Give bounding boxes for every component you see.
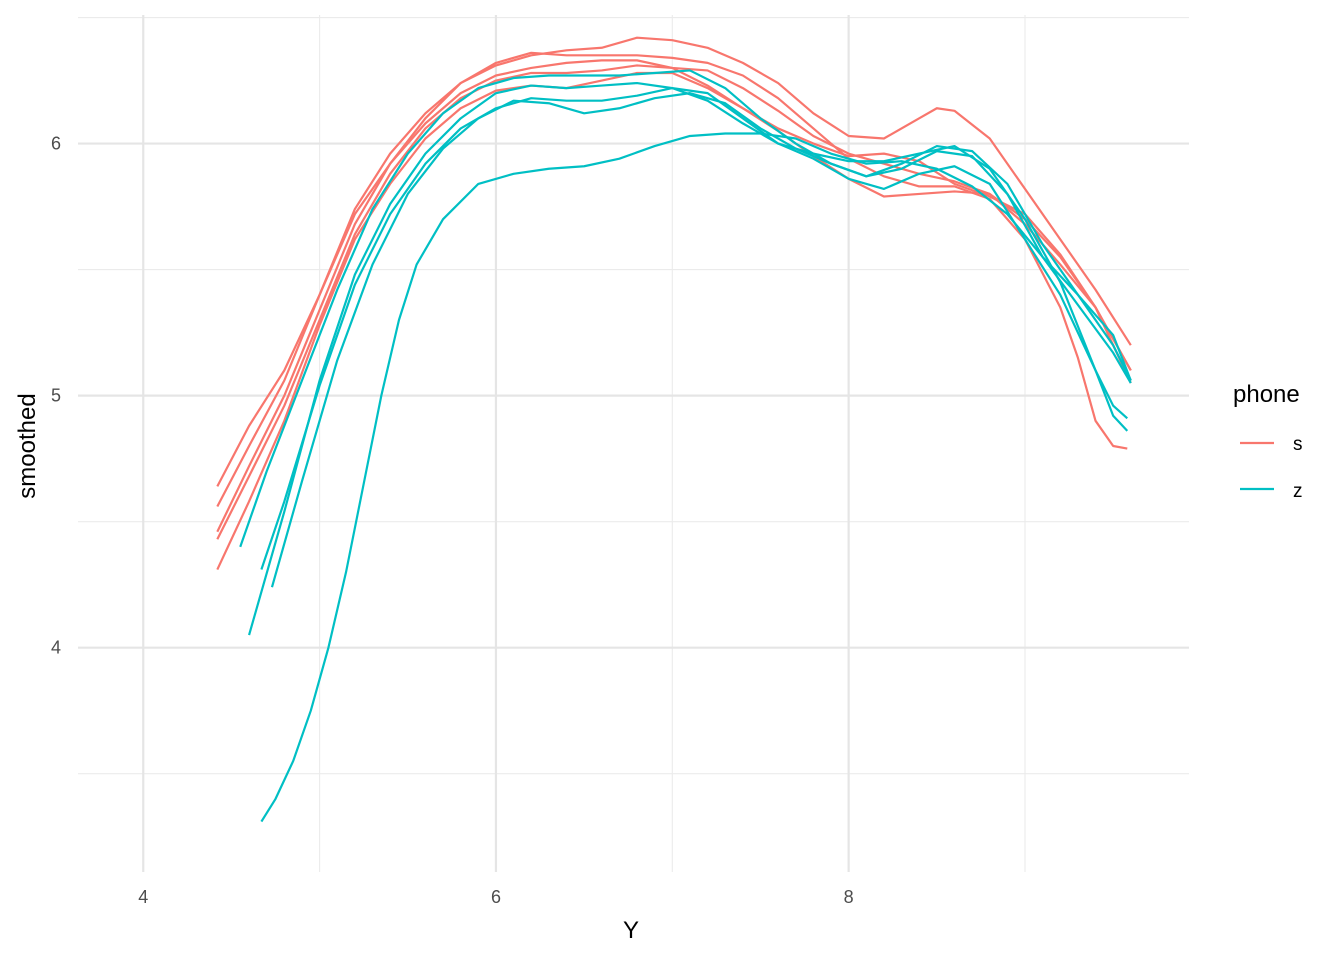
y-tick-label: 6 [51,134,61,154]
series-line-z-7 [248,81,1129,636]
legend: phone s z [1233,381,1303,502]
x-tick-label: 6 [491,887,501,907]
y-tick-label: 4 [51,638,61,658]
x-axis-tick-labels: 4 6 8 [138,887,853,907]
series-line-s-2 [216,36,1132,508]
series-line-z-6 [239,69,1132,548]
x-tick-label: 4 [138,887,148,907]
y-tick-label: 5 [51,386,61,406]
legend-title: phone [1233,381,1300,408]
y-axis-tick-labels: 4 5 6 [51,134,61,658]
series-line-s-5 [216,71,1132,570]
minor-gridlines [78,15,1189,872]
series-line-z-8 [260,87,1129,570]
series-line-s-4 [216,64,1132,540]
major-gridlines [78,15,1189,872]
y-axis-title: smoothed [14,393,41,498]
series-line-z-10 [260,132,1132,823]
x-axis-title: Y [623,917,639,944]
series-line-z-9 [270,92,1132,588]
legend-label-z: z [1293,481,1303,502]
x-tick-label: 8 [844,887,854,907]
legend-label-s: s [1293,434,1303,455]
series-line-s-3 [216,51,1128,533]
series-lines [216,36,1132,823]
